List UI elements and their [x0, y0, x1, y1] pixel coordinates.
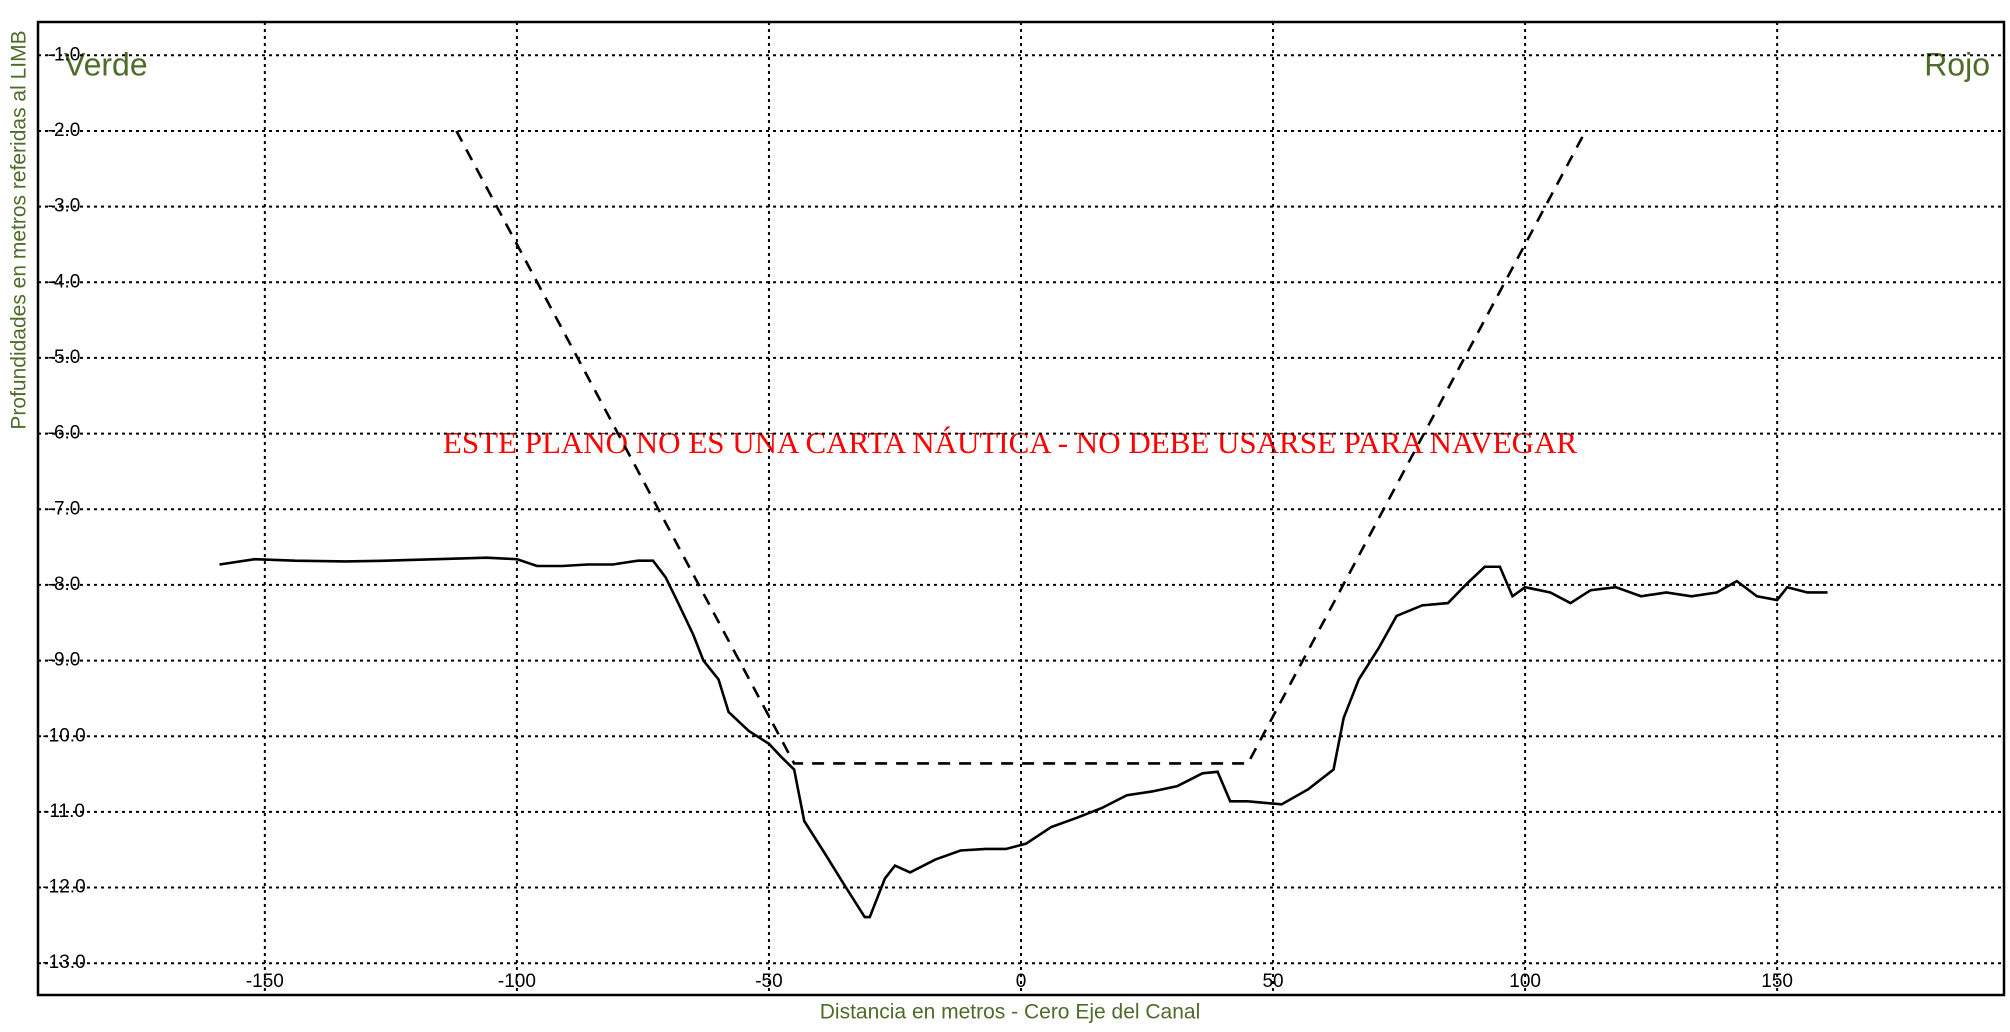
y-tick-label: -1.0	[48, 44, 81, 65]
warning-text: ESTE PLANO NO ES UNA CARTA NÁUTICA - NO …	[443, 425, 1577, 460]
y-tick-label: -7.0	[48, 498, 81, 519]
y-tick-label: -8.0	[48, 574, 81, 595]
y-axis-label: Profundidades en metros referidas al LIM…	[8, 30, 31, 429]
y-tick-label: -11.0	[43, 801, 85, 822]
x-tick-label: 150	[1761, 971, 1793, 992]
x-tick-label: -50	[755, 971, 782, 992]
plot-frame	[36, 20, 2006, 997]
y-tick-label: -4.0	[48, 271, 81, 292]
x-tick-label: -100	[498, 971, 536, 992]
y-tick-label: -3.0	[48, 196, 81, 217]
x-tick-label: -150	[246, 971, 284, 992]
y-tick-label: -12.0	[42, 877, 85, 898]
y-tick-label: -13.0	[42, 952, 85, 973]
y-tick-label: -5.0	[48, 347, 81, 368]
x-tick-label: 100	[1509, 971, 1541, 992]
depth-profile-line	[219, 556, 1828, 919]
x-tick-label: 50	[1262, 971, 1283, 992]
y-tick-label: -6.0	[48, 423, 81, 444]
x-axis-label: Distancia en metros - Cero Eje del Canal	[820, 1001, 1201, 1024]
design-channel-line	[455, 130, 1587, 765]
y-tick-label: -2.0	[48, 120, 81, 141]
right-bank-label: Rojo	[1924, 46, 1990, 82]
y-tick-label: -9.0	[48, 650, 81, 671]
y-tick-label: -10.0	[42, 725, 85, 746]
x-tick-label: 0	[1016, 971, 1027, 992]
left-bank-label: Verde	[64, 46, 148, 82]
